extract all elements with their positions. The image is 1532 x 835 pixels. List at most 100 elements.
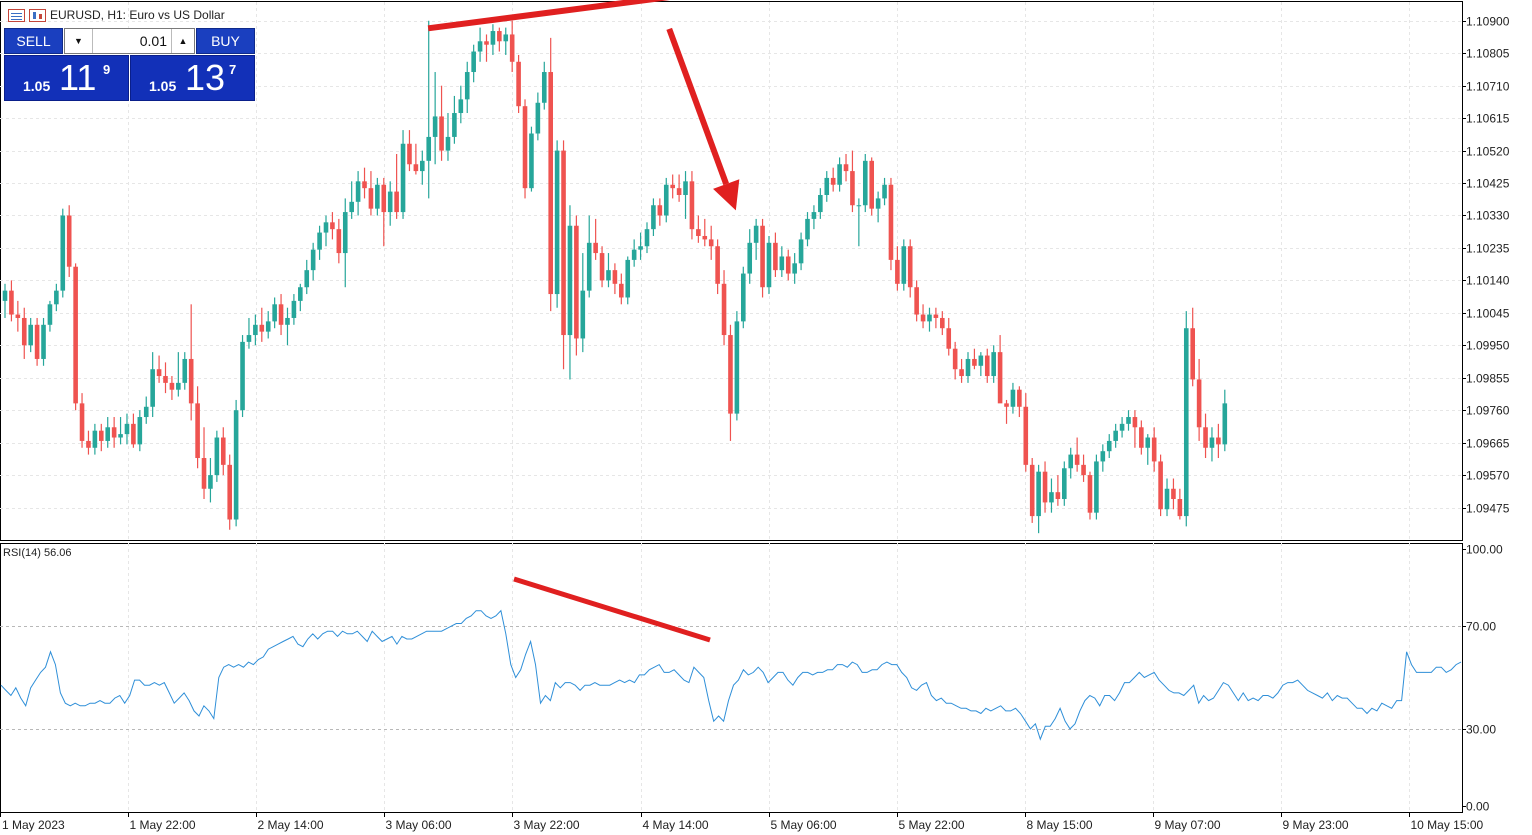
bull-candle <box>387 181 393 226</box>
candle-body <box>708 239 714 247</box>
bear-candle <box>381 177 387 247</box>
candle-body <box>561 150 566 336</box>
bull-candle <box>432 72 438 165</box>
bull-candle <box>862 154 868 213</box>
bear-candle <box>73 263 78 411</box>
bull-candle <box>580 253 586 353</box>
candle-body <box>272 304 277 322</box>
candle-body <box>1183 328 1189 517</box>
chart-type-icon[interactable] <box>29 8 46 22</box>
candle-body <box>574 225 579 339</box>
bear-candle <box>946 317 952 356</box>
bull-candle <box>272 297 277 329</box>
bear-candle <box>1004 399 1009 424</box>
bear-candle <box>561 140 566 370</box>
lot-increase-icon[interactable]: ▲ <box>171 29 194 53</box>
candle-body <box>60 215 66 291</box>
candle-body <box>413 164 419 172</box>
candle-body <box>676 188 682 195</box>
candle-body <box>689 181 695 230</box>
candle-body <box>368 188 374 209</box>
candle-body <box>541 72 547 103</box>
candle-body <box>124 423 130 435</box>
bear-candle <box>259 307 265 342</box>
bull-candle <box>92 423 98 455</box>
sell-button[interactable]: SELL <box>4 28 63 54</box>
candle-body <box>105 427 111 441</box>
candle-body <box>612 270 618 284</box>
candle-body <box>79 403 85 441</box>
bull-candle <box>882 177 887 206</box>
candle-body <box>631 249 637 260</box>
chart-title-bar: EURUSD, H1: Euro vs US Dollar <box>8 6 225 24</box>
candle-body <box>349 201 354 213</box>
bear-candle <box>1196 358 1202 441</box>
bull-candle <box>2 283 8 318</box>
candle-body <box>554 150 560 295</box>
bear-candle <box>907 239 913 298</box>
candle-body <box>163 376 168 383</box>
sell-price-prefix: 1.05 <box>23 78 51 94</box>
down-arrow-shaft[interactable] <box>666 27 730 186</box>
bear-candle <box>721 270 727 346</box>
candle-body <box>580 290 586 339</box>
bull-candle <box>182 352 188 390</box>
bear-candle <box>195 386 200 469</box>
bull-candle <box>644 222 650 254</box>
buy-price-pips: 13 <box>185 57 226 98</box>
candle-body <box>143 406 149 418</box>
bear-candle <box>920 304 926 329</box>
bear-candle <box>1151 427 1157 472</box>
price-axis-label: 1.09855 <box>1466 372 1510 386</box>
buy-button[interactable]: BUY <box>196 28 255 54</box>
bear-candle <box>1158 454 1163 517</box>
candle-body <box>875 198 881 209</box>
bull-candle <box>811 205 817 230</box>
rsi-indicator <box>0 609 1462 741</box>
bull-candle <box>901 239 907 291</box>
candle-body <box>965 358 971 377</box>
bull-candle <box>265 311 271 339</box>
candle-body <box>253 324 258 336</box>
bull-candle <box>1100 444 1106 472</box>
bear-candle <box>785 249 791 281</box>
candle-body <box>837 164 842 185</box>
bear-candle <box>1087 471 1093 520</box>
buy-price-button[interactable]: 1.05 13 7 <box>130 55 255 101</box>
bear-candle <box>548 37 553 312</box>
price-axis-label: 1.10900 <box>1466 15 1510 29</box>
bear-candle <box>984 348 990 383</box>
down-arrow-head-icon[interactable] <box>713 179 740 211</box>
candle-body <box>471 51 476 73</box>
bear-candle <box>407 130 412 172</box>
drawing-objects[interactable] <box>427 0 740 643</box>
candle-body <box>548 72 553 295</box>
bear-candle <box>895 246 900 291</box>
candle-body <box>824 177 830 195</box>
bear-candle <box>702 218 708 247</box>
symbol-list-icon[interactable] <box>8 8 25 22</box>
candle-body <box>355 181 361 202</box>
candle-body <box>54 290 59 305</box>
bear-candle <box>484 34 489 62</box>
bear-candle <box>413 143 419 175</box>
candle-body <box>991 352 996 377</box>
candle-body <box>920 314 926 322</box>
sell-price-button[interactable]: 1.05 11 9 <box>4 55 129 101</box>
candle-body <box>317 232 322 250</box>
candle-body <box>304 270 310 288</box>
candle-body <box>1036 471 1041 517</box>
lot-decrease-icon[interactable]: ▼ <box>65 29 93 53</box>
candle-body <box>1145 437 1151 448</box>
rsi-trendline[interactable] <box>513 576 711 643</box>
candle-body <box>785 256 791 274</box>
bull-candle <box>1222 389 1228 452</box>
price-trendline[interactable] <box>427 0 739 32</box>
candle-body <box>805 218 810 240</box>
candle-body <box>997 352 1003 404</box>
candle-body <box>715 246 720 284</box>
candle-body <box>2 290 8 301</box>
lot-size-input[interactable] <box>93 29 171 53</box>
bear-candle <box>169 376 175 400</box>
